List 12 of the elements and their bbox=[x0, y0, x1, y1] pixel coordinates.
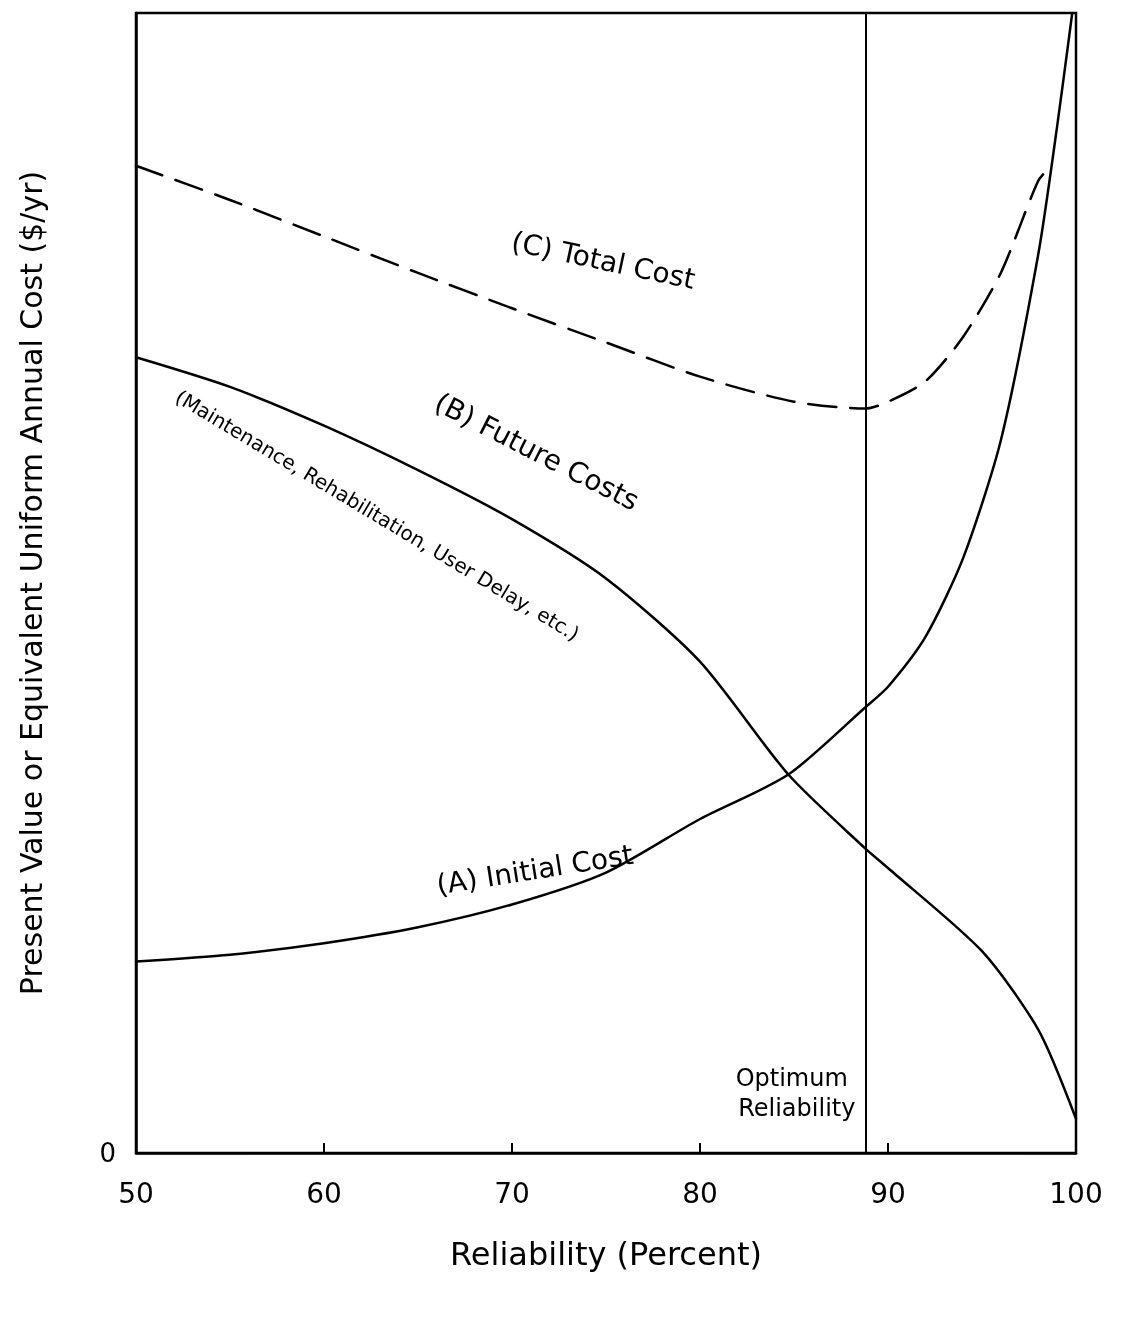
x-tick-label: 90 bbox=[870, 1176, 906, 1210]
x-axis-title: Reliability (Percent) bbox=[450, 1235, 762, 1273]
x-tick-label: 60 bbox=[306, 1176, 342, 1210]
y-axis-title: Present Value or Equivalent Uniform Annual Cost ($/yr) bbox=[13, 170, 49, 996]
x-tick-label: 50 bbox=[118, 1176, 154, 1210]
ref-line-label: Optimum Reliability bbox=[735, 1064, 856, 1122]
text: (A) Initial Cost bbox=[434, 837, 636, 902]
text: (C) Total Cost bbox=[508, 224, 699, 296]
text: 0 bbox=[99, 1138, 117, 1168]
x-tick-label: 70 bbox=[494, 1176, 530, 1210]
x-tick-label: 80 bbox=[682, 1176, 718, 1210]
x-tick-label: 100 bbox=[1049, 1176, 1103, 1210]
